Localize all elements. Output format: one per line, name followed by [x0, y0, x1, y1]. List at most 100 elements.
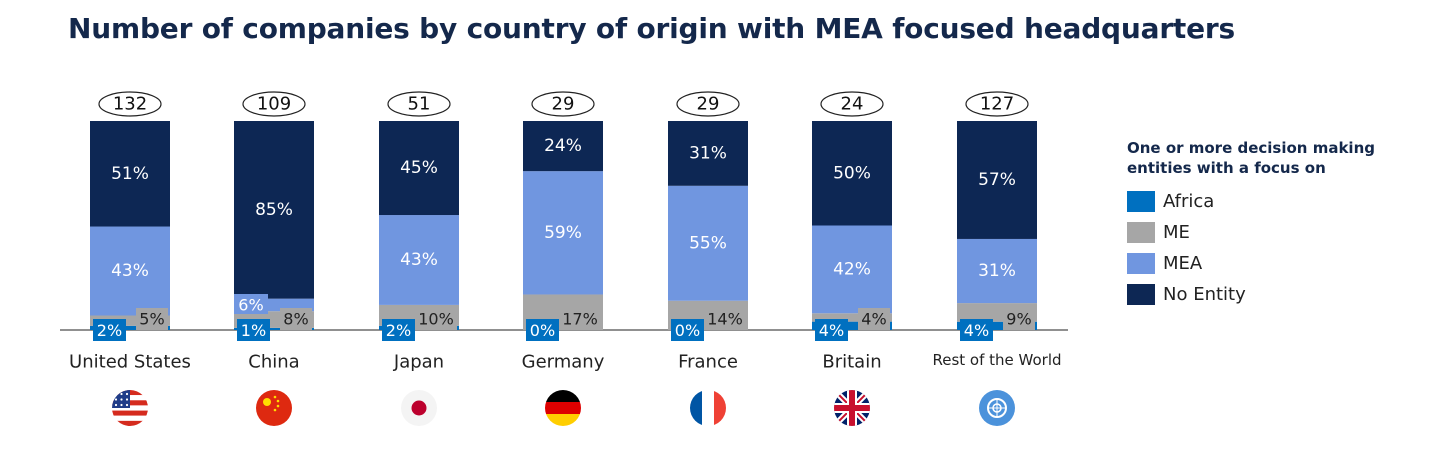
- label-africa-japan: 2%: [386, 321, 411, 340]
- bar-mea-rest-of-the-world: [957, 238, 1037, 304]
- total-label-japan: 51: [408, 94, 431, 115]
- bar-africa-united-states: [90, 325, 170, 330]
- legend-label-africa: Africa: [1163, 191, 1215, 212]
- label-africa-germany: 0%: [530, 321, 555, 340]
- label-tag-me-united-states: 5%: [136, 308, 168, 330]
- total-label-france: 29: [697, 94, 720, 115]
- total-label-united-states: 132: [113, 94, 147, 115]
- legend: One or more decision making entities wit…: [1127, 138, 1407, 310]
- legend-item-no-entity: No Entity: [1127, 279, 1407, 310]
- label-tag-africa-united-states: 2%: [93, 319, 126, 341]
- total-ellipse-united-states: [98, 91, 162, 117]
- legend-swatch-me: [1127, 222, 1155, 243]
- category-label-britain: Britain: [822, 352, 881, 373]
- total-ellipse-france: [676, 91, 740, 117]
- category-label-japan: Japan: [393, 352, 444, 373]
- label-mea-germany: 59%: [544, 223, 582, 243]
- bar-africa-britain: [812, 321, 892, 330]
- total-ellipse-germany: [531, 91, 595, 117]
- label-tag-bg-me-japan: [415, 308, 457, 330]
- legend-label-mea: MEA: [1163, 253, 1203, 274]
- label-tag-bg-mea-china: [234, 294, 268, 314]
- label-tag-africa-japan: 2%: [382, 319, 415, 341]
- label-africa-united-states: 2%: [97, 321, 122, 340]
- label-tag-africa-france: 0%: [671, 319, 704, 341]
- britain-flag-icon: [834, 390, 870, 426]
- category-label-rest-of-the-world: Rest of the World: [932, 351, 1061, 369]
- label-tag-bg-me-china: [280, 308, 312, 330]
- label-me-china: 8%: [283, 310, 308, 329]
- label-tag-africa-germany: 0%: [526, 319, 559, 341]
- label-tag-bg-africa-china: [237, 319, 270, 341]
- label-mea-france: 55%: [689, 233, 727, 253]
- china-flag-icon: [256, 390, 292, 426]
- label-tag-bg-me-france: [704, 308, 746, 330]
- label-tag-bg-me-rest-of-the-world: [1003, 308, 1035, 330]
- japan-flag-icon: [401, 390, 437, 426]
- label-mea-china: 6%: [238, 296, 263, 315]
- label-tag-me-rest-of-the-world: 9%: [1003, 308, 1035, 330]
- label-me-germany: 17%: [562, 310, 598, 329]
- label-tag-me-japan: 10%: [415, 308, 457, 330]
- bar-mea-britain: [812, 225, 892, 314]
- label-me-rest-of-the-world: 9%: [1006, 310, 1031, 329]
- label-me-britain: 4%: [861, 310, 886, 329]
- stacked-bar-chart: 43% 51% 2% 5% 132 United States 85% 6% 1% 8% 109 Ch…: [60, 91, 1068, 426]
- total-label-china: 109: [257, 94, 291, 115]
- label-tag-bg-africa-france: [671, 319, 704, 341]
- label-tag-bg-africa-germany: [526, 319, 559, 341]
- germany-flag-icon: [545, 390, 581, 426]
- legend-swatch-africa: [1127, 191, 1155, 212]
- label-me-japan: 10%: [418, 310, 454, 329]
- label-tag-bg-africa-britain: [815, 319, 848, 341]
- un-emblem-icon: [979, 390, 1015, 426]
- category-label-united-states: United States: [69, 352, 191, 373]
- bar-no-entity-japan: [379, 121, 459, 216]
- legend-title-line-1: One or more decision making: [1127, 139, 1375, 157]
- bar-africa-china: [234, 327, 314, 330]
- label-tag-bg-africa-united-states: [93, 319, 126, 341]
- legend-title: One or more decision making entities wit…: [1127, 138, 1407, 178]
- total-ellipse-china: [242, 91, 306, 117]
- bar-mea-united-states: [90, 226, 170, 316]
- label-tag-bg-africa-japan: [382, 319, 415, 341]
- bar-no-entity-rest-of-the-world: [957, 121, 1037, 239]
- category-label-china: China: [248, 352, 299, 373]
- us-flag-icon: [112, 390, 148, 426]
- label-tag-mea-china: 6%: [234, 294, 268, 315]
- label-no-entity-china: 85%: [255, 200, 293, 220]
- label-no-entity-france: 31%: [689, 143, 727, 163]
- label-no-entity-rest-of-the-world: 57%: [978, 170, 1016, 190]
- label-no-entity-germany: 24%: [544, 136, 582, 156]
- category-label-germany: Germany: [522, 352, 605, 373]
- label-tag-me-britain: 4%: [858, 308, 890, 330]
- label-me-france: 14%: [707, 310, 743, 329]
- total-label-germany: 29: [552, 94, 575, 115]
- label-me-united-states: 5%: [139, 310, 164, 329]
- category-label-france: France: [678, 352, 738, 373]
- total-ellipse-britain: [820, 91, 884, 117]
- bar-me-britain: [812, 313, 892, 322]
- label-no-entity-britain: 50%: [833, 163, 871, 183]
- label-africa-rest-of-the-world: 4%: [964, 321, 989, 340]
- bar-no-entity-france: [668, 121, 748, 186]
- label-no-entity-japan: 45%: [400, 158, 438, 178]
- bar-me-united-states: [90, 315, 170, 326]
- label-mea-britain: 42%: [833, 259, 871, 279]
- bar-no-entity-britain: [812, 121, 892, 226]
- label-africa-china: 1%: [241, 321, 266, 340]
- total-ellipse-japan: [387, 91, 451, 117]
- label-tag-africa-britain: 4%: [815, 319, 848, 341]
- total-label-rest-of-the-world: 127: [980, 94, 1014, 115]
- bar-mea-japan: [379, 215, 459, 305]
- legend-item-me: ME: [1127, 217, 1407, 248]
- label-tag-me-china: 8%: [280, 308, 312, 330]
- legend-label-no-entity: No Entity: [1163, 284, 1246, 305]
- bar-mea-germany: [523, 171, 603, 295]
- legend-item-africa: Africa: [1127, 186, 1407, 217]
- label-tag-bg-africa-rest-of-the-world: [960, 319, 993, 341]
- total-ellipse-rest-of-the-world: [965, 91, 1029, 117]
- legend-title-line-2: entities with a focus on: [1127, 159, 1326, 177]
- legend-swatch-mea: [1127, 253, 1155, 274]
- label-africa-britain: 4%: [819, 321, 844, 340]
